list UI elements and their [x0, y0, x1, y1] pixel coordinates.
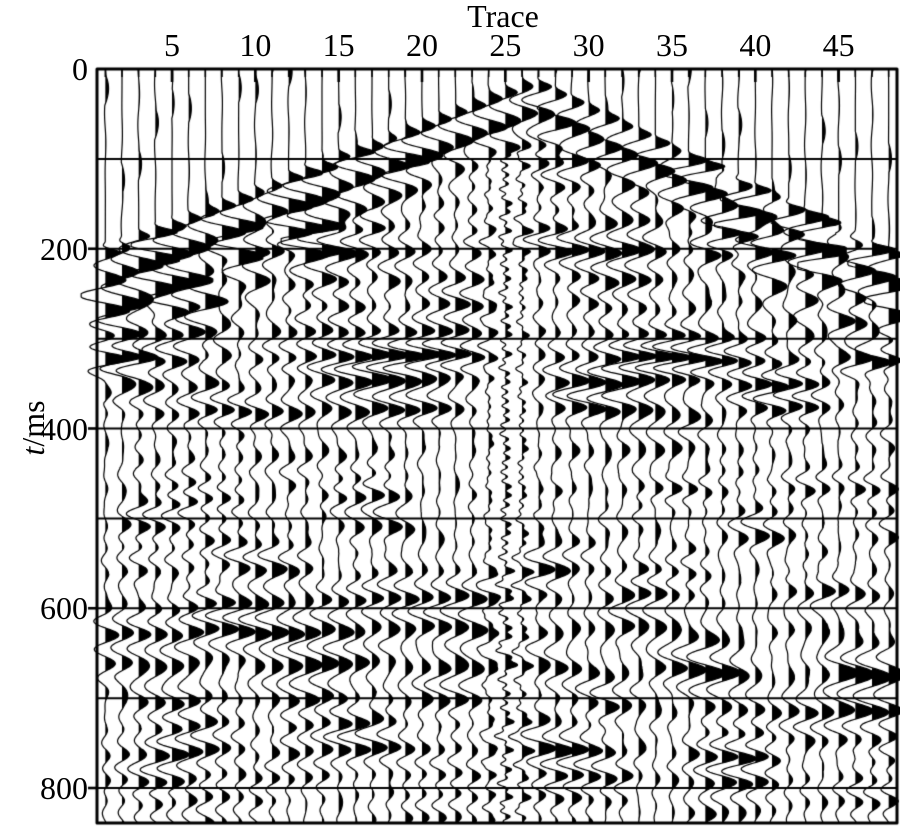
y-tick-label-0: 0 [72, 51, 88, 87]
y-tick-label-200: 200 [40, 230, 88, 267]
x-tick-label-35: 35 [656, 27, 688, 63]
y-axis-symbol: t [15, 446, 51, 456]
x-tick-label-5: 5 [164, 27, 180, 63]
x-tick-label-30: 30 [572, 27, 605, 63]
x-tick-label-25: 25 [489, 27, 522, 63]
x-axis-title: Trace [467, 0, 539, 34]
x-tick-label-40: 40 [739, 27, 772, 63]
x-tick-label-15: 15 [322, 27, 355, 63]
y-tick-label-600: 600 [40, 590, 88, 627]
x-tick-label-20: 20 [406, 27, 438, 63]
y-tick-label-800: 800 [40, 770, 88, 806]
x-tick-label-45: 45 [822, 27, 855, 63]
x-tick-label-10: 10 [239, 27, 272, 63]
y-tick-label-400: 400 [40, 410, 88, 447]
